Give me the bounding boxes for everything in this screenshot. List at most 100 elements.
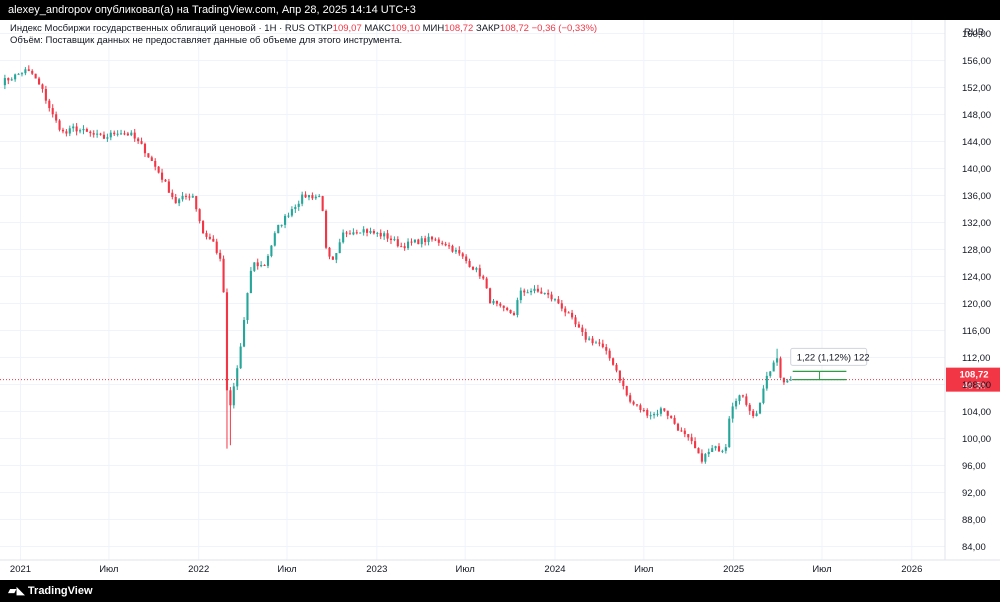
candle-body: [622, 380, 625, 387]
candle-body: [465, 256, 468, 261]
y-tick-label: 136,00: [962, 191, 991, 202]
candle-body: [745, 396, 748, 405]
candle-body: [598, 342, 601, 344]
candle-body: [311, 195, 314, 199]
candle-body: [102, 134, 106, 139]
candle-body: [3, 78, 6, 86]
candle-body: [499, 303, 502, 306]
candle-body: [239, 346, 242, 369]
chart-frame[interactable]: 108,72 4d 5h 1,22 (1,12%) 122 84,00 88,00 92…: [0, 20, 1000, 580]
legend-line: Индекс Мосбиржи государственных облигаци…: [10, 23, 597, 34]
candle-body: [99, 133, 102, 135]
candle-body: [738, 395, 741, 401]
candle-body: [577, 324, 580, 328]
candle-body: [526, 292, 529, 294]
y-tick-label: 104,00: [962, 407, 991, 418]
legend-low-label: МИН: [422, 23, 445, 34]
y-tick-label: 140,00: [962, 164, 991, 175]
candle-body: [355, 232, 358, 234]
candle-body: [198, 209, 201, 222]
candle-body: [130, 132, 133, 136]
candle-body: [229, 390, 232, 406]
y-tick-label: 108,00: [962, 380, 991, 391]
candle-body: [89, 131, 92, 134]
candle-body: [489, 288, 492, 304]
candle-body: [72, 126, 75, 129]
candle-body: [225, 292, 229, 391]
candle-body: [741, 395, 744, 397]
candle-body: [629, 395, 632, 402]
candle-body: [407, 241, 410, 249]
candle-body: [65, 131, 68, 134]
candle-body: [304, 194, 307, 198]
candle-body: [167, 181, 170, 193]
candle-body: [646, 409, 649, 416]
candle-body: [386, 233, 389, 239]
candle-body: [116, 133, 119, 135]
candle-body: [325, 210, 328, 248]
candle-body: [471, 266, 475, 270]
candle-body: [642, 409, 645, 411]
candle-body: [553, 299, 557, 301]
candle-body: [109, 132, 112, 138]
candle-body: [345, 232, 348, 234]
candle-body: [208, 236, 211, 239]
candle-body: [444, 243, 447, 246]
y-tick-label: 156,00: [962, 56, 991, 67]
candle-body: [724, 447, 727, 451]
y-tick-label: 100,00: [962, 434, 991, 445]
price-axis[interactable]: 84,00 88,00 92,00 96,00 100,00 104,00 108,00 11…: [962, 29, 991, 553]
candle-body: [653, 413, 656, 416]
candle-body: [707, 451, 710, 455]
y-tick-label: 88,00: [962, 515, 986, 526]
candle-body: [717, 446, 721, 452]
candle-body: [328, 247, 331, 257]
x-tick-label: Июл: [812, 564, 831, 575]
candle-body: [765, 375, 768, 389]
candle-body: [34, 73, 37, 79]
legend-high-value: 109,10: [390, 23, 420, 34]
x-tick-label: Июл: [456, 564, 475, 575]
tradingview-logo[interactable]: ▰◣ TradingView: [8, 584, 93, 597]
tv-logo-icon: ▰◣: [8, 585, 25, 597]
candle-body: [389, 238, 393, 241]
candle-body: [307, 195, 311, 198]
candle-body: [147, 153, 150, 158]
candle-body: [451, 245, 454, 252]
candle-body: [454, 250, 457, 252]
y-tick-label: 128,00: [962, 245, 991, 256]
candle-body: [536, 288, 539, 292]
candle-body: [140, 141, 143, 144]
publisher-bar: alexey_andropov опубликовал(а) на Tradin…: [0, 0, 1000, 20]
y-tick-label: 152,00: [962, 83, 991, 94]
candle-body: [178, 199, 181, 204]
x-tick-label: 2021: [10, 564, 31, 575]
candle-body: [212, 238, 215, 242]
x-tick-label: 2026: [901, 564, 922, 575]
candle-body: [41, 84, 44, 89]
candle-body: [383, 233, 386, 237]
candle-body: [673, 417, 676, 424]
candle-body: [448, 245, 451, 247]
candle-body: [287, 215, 290, 217]
candle-body: [113, 132, 116, 135]
candle-body: [27, 69, 30, 71]
time-axis[interactable]: 2021 Июл 2022 Июл 2023 Июл 2024 Июл 2025 Июл 2026: [10, 564, 922, 575]
candle-body: [625, 386, 628, 396]
candle-body: [273, 233, 276, 246]
candle-body: [680, 430, 683, 432]
x-tick-label: 2023: [366, 564, 387, 575]
candle-body: [393, 239, 396, 241]
candle-body: [687, 434, 690, 438]
candle-body: [427, 236, 430, 243]
candle-body: [434, 239, 437, 241]
candle-body: [314, 196, 317, 199]
candle-body: [735, 400, 738, 407]
candle-body: [512, 313, 516, 316]
candle-body: [605, 347, 608, 351]
candle-body: [372, 230, 375, 234]
y-tick-label: 92,00: [962, 488, 986, 499]
candle-body: [410, 241, 413, 243]
candle-body: [191, 196, 194, 198]
